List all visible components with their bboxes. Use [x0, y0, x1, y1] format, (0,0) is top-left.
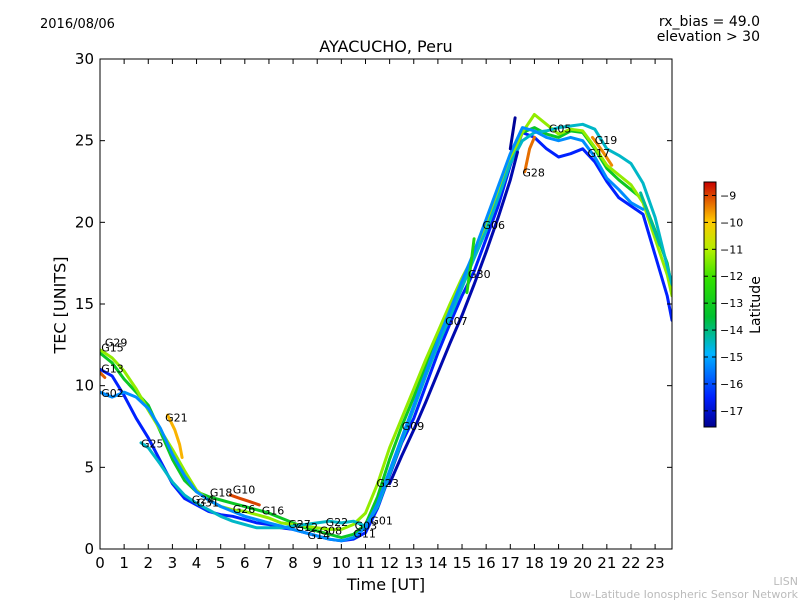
satellite-label: G25	[141, 438, 164, 451]
series-line	[100, 371, 107, 379]
rx-bias-label: rx_bias = 49.0	[658, 14, 760, 30]
satellite-label: G02	[101, 387, 124, 400]
x-tick-label: 8	[288, 554, 298, 572]
x-tick-label: 1	[119, 554, 129, 572]
x-tick-label: 16	[477, 554, 496, 572]
x-tick-label: 0	[95, 554, 105, 572]
chart-title: AYACUCHO, Peru	[319, 37, 453, 56]
axis-layer: 0 1 2 3 4 5 6 7 8 9 10 11 12 13 14 15 16 17 18 19 20 21 22 2305…	[75, 50, 672, 572]
satellite-label: G31	[197, 497, 220, 510]
x-tick-label: 3	[168, 554, 178, 572]
satellite-label: G30	[468, 268, 491, 281]
y-tick-label: 30	[75, 50, 94, 68]
colorbar	[703, 181, 717, 428]
y-tick-label: 20	[75, 213, 94, 231]
satellite-label: G18	[210, 487, 233, 500]
x-tick-label: 6	[240, 554, 250, 572]
satellite-label: G22	[326, 516, 349, 529]
series-line	[100, 126, 645, 543]
x-tick-label: 9	[312, 554, 322, 572]
satellite-label: G24	[192, 493, 215, 506]
x-tick-label: 19	[549, 554, 568, 572]
satellite-label: G08	[320, 524, 343, 537]
colorbar-tick-label: −9	[720, 189, 736, 202]
x-tick-label: 21	[597, 554, 616, 572]
satellite-label: G19	[595, 134, 618, 147]
satellite-label: G26	[233, 503, 256, 516]
x-tick-label: 5	[216, 554, 226, 572]
x-tick-label: 13	[404, 554, 423, 572]
series-line	[139, 122, 672, 530]
colorbar-tick-label: −11	[720, 243, 743, 256]
x-tick-label: 4	[192, 554, 202, 572]
series-line	[228, 493, 261, 507]
satellite-label: G01	[370, 515, 393, 528]
y-tick-label: 5	[84, 458, 94, 476]
footer-lisn: LISN	[773, 575, 798, 588]
colorbar-tick-label: −16	[720, 378, 743, 391]
series-line	[166, 413, 184, 459]
satellite-label: G14	[308, 529, 331, 542]
x-tick-label: 11	[356, 554, 375, 572]
colorbar-tick-label: −10	[720, 216, 743, 229]
series-line	[508, 116, 517, 151]
satellite-label: G28	[522, 167, 545, 180]
satellite-label: G07	[445, 315, 468, 328]
x-tick-label: 22	[621, 554, 640, 572]
colorbar-tick-label: −13	[720, 297, 743, 310]
footer-network-name: Low-Latitude Ionospheric Sensor Network	[569, 588, 798, 601]
elevation-label: elevation > 30	[656, 29, 760, 45]
x-tick-label: 12	[380, 554, 399, 572]
satellite-label: G12	[295, 521, 318, 534]
satellite-label: G06	[483, 219, 506, 232]
satellite-label: G16	[262, 505, 285, 518]
colorbar-tick-label: −12	[720, 270, 743, 283]
x-tick-label: 10	[332, 554, 351, 572]
x-tick-label: 23	[646, 554, 665, 572]
satellite-label: G29	[105, 336, 128, 349]
colorbar-tick-label: −14	[720, 324, 743, 337]
y-tick-label: 10	[75, 377, 94, 395]
x-tick-label: 18	[525, 554, 544, 572]
satellite-label: G05	[549, 123, 572, 136]
y-tick-label: 25	[75, 132, 94, 150]
series-line	[465, 237, 476, 295]
x-tick-label: 20	[573, 554, 592, 572]
satellite-label: G03	[355, 519, 378, 532]
satellite-label: G09	[402, 420, 425, 433]
x-tick-label: 2	[143, 554, 153, 572]
series-line	[523, 135, 536, 174]
series-line	[388, 150, 519, 486]
series-layer	[100, 113, 672, 543]
x-tick-label: 7	[264, 554, 274, 572]
series-line	[639, 191, 662, 247]
satellite-label: G10	[233, 483, 256, 496]
x-tick-label: 14	[428, 554, 447, 572]
x-tick-label: 15	[452, 554, 471, 572]
colorbar-tick-label: −15	[720, 351, 743, 364]
date-label: 2016/08/06	[40, 17, 115, 32]
satellite-label: G17	[588, 147, 611, 160]
colorbar-tick-label: −17	[720, 405, 743, 418]
y-tick-label: 15	[75, 295, 94, 313]
series-line	[590, 135, 614, 167]
satellite-label: G11	[353, 528, 376, 541]
satellite-label: G27	[288, 518, 311, 531]
x-axis-label: Time [UT]	[346, 575, 426, 594]
x-tick-label: 17	[501, 554, 520, 572]
satellite-label: G13	[101, 363, 124, 376]
satellite-label: G23	[376, 477, 399, 490]
satellite-label: G15	[101, 341, 124, 354]
satellite-label: G21	[165, 412, 188, 425]
colorbar-ticks: −9 −10 −11 −12 −13 −14 −15 −16 −17	[704, 189, 743, 418]
y-tick-label: 0	[84, 540, 94, 558]
